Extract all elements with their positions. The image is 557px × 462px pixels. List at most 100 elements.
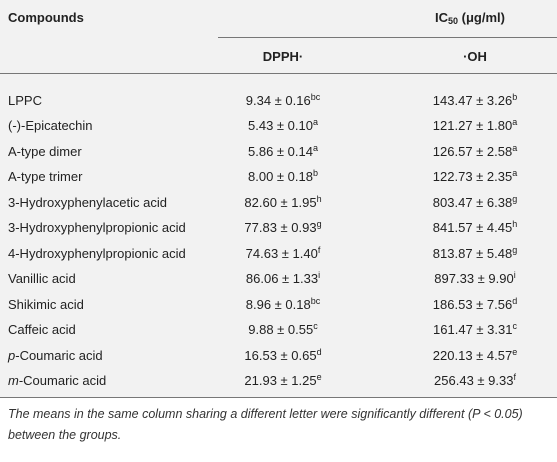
dpph-letter: d [316,346,322,357]
compound-name: A-type dimer [8,144,82,160]
dpph-value: 8.00 ± 0.18 [248,169,313,185]
oh-value: 813.87 ± 5.48 [432,245,513,261]
dpph-letter: g [316,219,322,230]
compound-text: 3-Hydroxyphenylpropionic acid [8,220,186,236]
oh-value: 121.27 ± 1.80 [432,118,513,134]
ic-unit: (μg/ml) [458,10,505,25]
compound-name: 3-Hydroxyphenylpropionic acid [8,220,186,236]
compound-text: 4-Hydroxyphenylpropionic acid [8,245,186,261]
table-panel: Compounds IC50 (μg/ml) DPPH· ·OH LPPC 9.3… [0,0,557,398]
oh-cell: 841.57 ± 4.45h [433,220,517,236]
header-ic50: IC50 (μg/ml) [435,10,505,26]
oh-cell: 813.87 ± 5.48g [432,244,518,262]
oh-cell: 161.47 ± 3.31c [433,322,517,338]
compound-text: A-type trimer [8,169,83,185]
oh-cell: 186.53 ± 7.56d [432,295,518,313]
compound-name: (-)-Epicatechin [8,118,93,134]
oh-value: 841.57 ± 4.45 [432,220,513,236]
oh-value: 220.13 ± 4.57 [432,347,513,363]
compound-name: 3-Hydroxyphenylacetic acid [8,195,167,211]
dpph-value: 9.88 ± 0.55 [248,322,314,338]
dpph-cell: 9.88 ± 0.55c [248,322,317,338]
dpph-value: 21.93 ± 1.25 [244,372,317,388]
oh-value: 122.73 ± 2.35 [432,169,513,185]
dpph-cell: 82.60 ± 1.95h [244,194,321,211]
oh-letter: h [512,219,518,230]
dpph-cell: 16.53 ± 0.65d [244,346,322,364]
dpph-value: 8.96 ± 0.18 [245,296,311,312]
dpph-letter: a [312,142,318,153]
compound-text: Vanillic acid [8,271,76,287]
oh-letter: g [512,193,518,204]
dpph-cell: 74.63 ± 1.40f [245,244,321,262]
dpph-letter: bc [310,92,321,102]
dpph-letter: f [317,244,321,255]
dpph-cell: 8.00 ± 0.18b [248,169,318,185]
oh-cell: 143.47 ± 3.26b [433,93,517,109]
oh-letter: g [512,244,518,255]
oh-letter: e [512,346,518,357]
header-oh: ·OH [463,49,487,64]
oh-letter: a [512,142,518,153]
oh-value: 143.47 ± 3.26 [432,93,513,108]
oh-value: 803.47 ± 6.38 [432,194,513,210]
oh-value: 161.47 ± 3.31 [433,322,513,338]
compound-name: Shikimic acid [8,297,84,313]
oh-value: 186.53 ± 7.56 [432,296,513,312]
dpph-cell: 9.34 ± 0.16bc [246,93,320,109]
compound-text: LPPC [8,93,42,108]
oh-cell: 897.33 ± 9.90i [434,271,515,287]
dpph-value: 5.86 ± 0.14 [248,143,313,159]
oh-letter: c [512,321,517,332]
oh-cell: 122.73 ± 2.35a [433,169,517,185]
dpph-letter: c [313,321,318,332]
dpph-cell: 21.93 ± 1.25e [244,371,322,389]
compound-name: m-Coumaric acid [8,373,106,389]
dpph-value: 82.60 ± 1.95 [244,194,317,210]
table-bottom-rule [0,397,557,398]
dpph-value: 86.06 ± 1.33 [245,271,319,287]
compound-text: -Coumaric acid [15,347,103,363]
compound-name: Vanillic acid [8,271,76,287]
compound-text: -Coumaric acid [18,372,107,388]
oh-value: 256.43 ± 9.33 [434,372,514,388]
compound-name: A-type trimer [8,169,82,185]
oh-letter: a [512,168,518,179]
dpph-value: 5.43 ± 0.10 [248,118,313,134]
oh-value: 897.33 ± 9.90 [434,271,514,287]
dpph-cell: 5.43 ± 0.10a [248,118,318,134]
ic-main: IC [435,10,449,25]
dpph-letter: e [316,371,322,382]
dpph-value: 74.63 ± 1.40 [245,245,318,261]
ic-sub: 50 [448,16,459,26]
header-dpph: DPPH· [262,49,304,64]
oh-letter: a [512,117,518,128]
dpph-value: 9.34 ± 0.16 [245,93,311,108]
oh-letter: f [513,371,516,382]
oh-cell: 220.13 ± 4.57e [432,346,518,364]
oh-letter: d [512,295,518,306]
dpph-cell: 5.86 ± 0.14a [248,142,318,160]
compound-text: (-)-Epicatechin [8,118,93,134]
dpph-letter: a [312,117,318,128]
header-rule [218,37,557,38]
dpph-value: 77.83 ± 0.93 [244,220,317,236]
oh-cell: 126.57 ± 2.58a [433,142,518,160]
dpph-letter: b [312,168,318,179]
dpph-value: 16.53 ± 0.65 [244,347,317,363]
dpph-letter: bc [310,295,321,306]
compound-name: LPPC [8,93,42,109]
compound-prefix: m [8,372,19,388]
dpph-cell: 77.83 ± 0.93g [244,220,321,236]
compound-text: A-type dimer [8,143,82,159]
oh-cell: 256.43 ± 9.33f [434,371,516,389]
oh-cell: 121.27 ± 1.80a [433,118,517,134]
compound-name: Caffeic acid [8,322,76,338]
oh-letter: i [513,270,516,281]
oh-cell: 803.47 ± 6.38g [432,193,518,211]
footnote: The means in the same column sharing a d… [8,407,523,442]
compound-name: 4-Hydroxyphenylpropionic acid [8,246,186,262]
compound-prefix: p [8,347,16,363]
oh-letter: b [512,92,518,102]
